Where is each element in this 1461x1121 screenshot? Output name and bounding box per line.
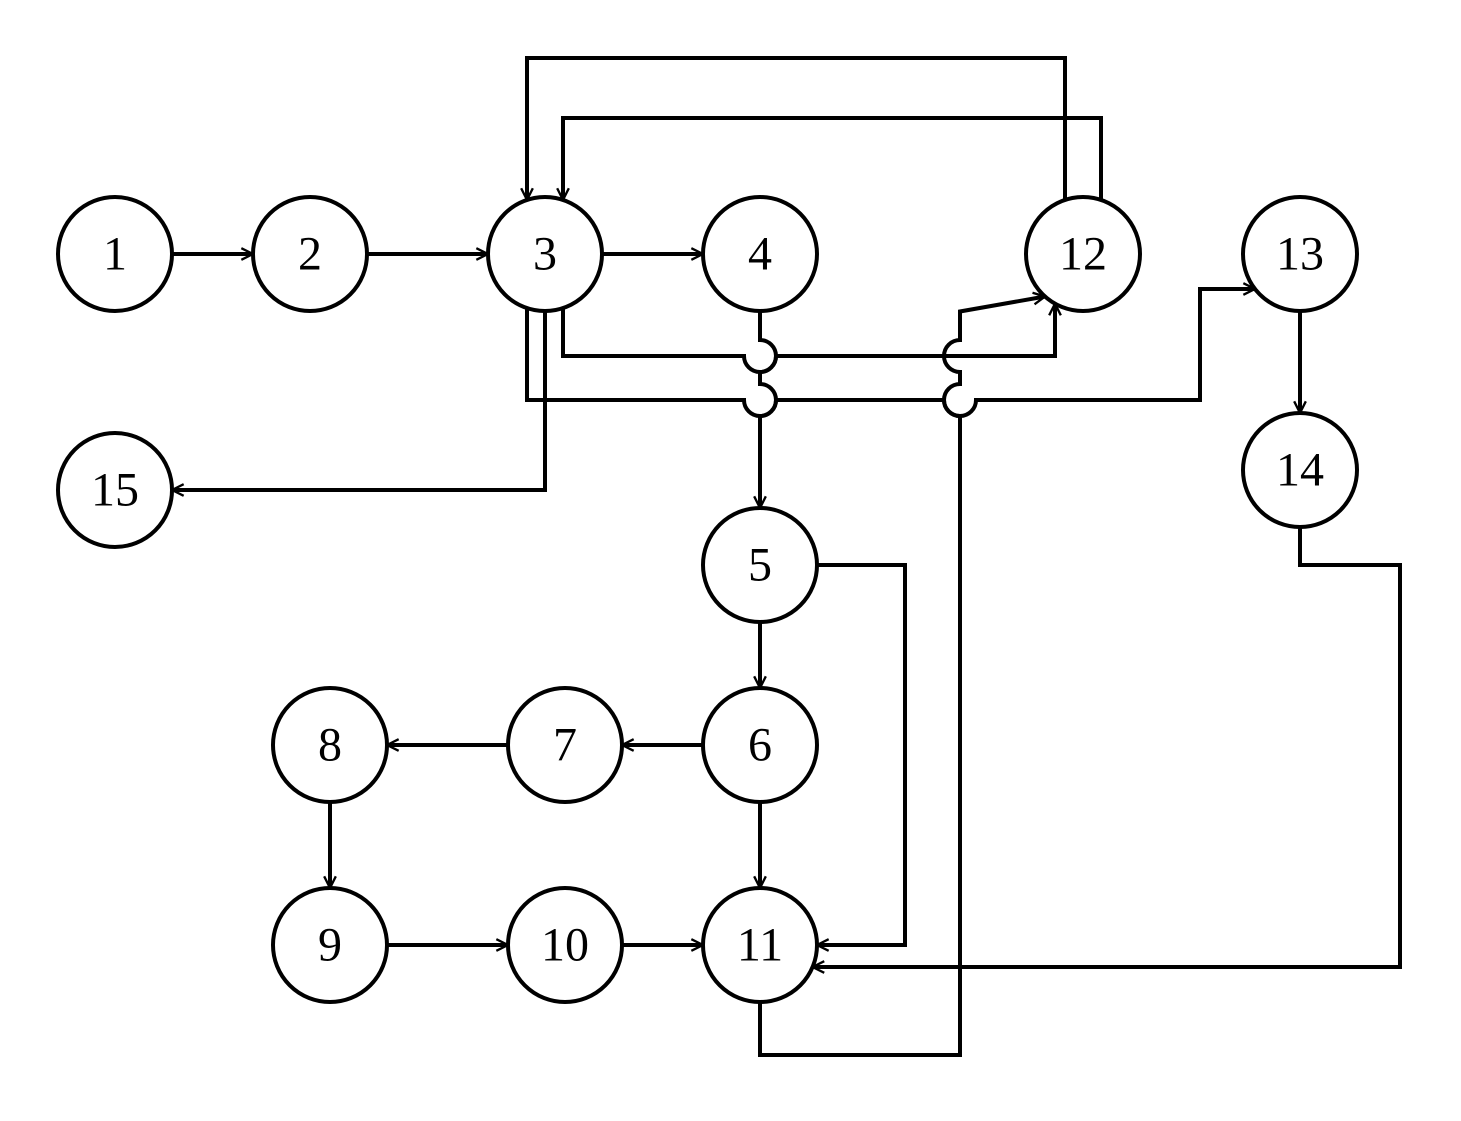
node-label-9: 9 [318, 919, 342, 972]
node-5: 5 [703, 508, 817, 622]
node-label-8: 8 [318, 719, 342, 772]
node-label-13: 13 [1276, 228, 1324, 281]
node-label-15: 15 [91, 464, 139, 517]
node-label-14: 14 [1276, 444, 1324, 497]
node-label-12: 12 [1059, 228, 1107, 281]
edge-n12-n3 [563, 118, 1101, 200]
flowchart-canvas: 123412131551467891011 [0, 0, 1461, 1121]
node-2: 2 [253, 197, 367, 311]
node-label-2: 2 [298, 228, 322, 281]
edge-n3-n15 [172, 311, 545, 490]
node-8: 8 [273, 688, 387, 802]
node-4: 4 [703, 197, 817, 311]
edge-n3-n13 [527, 289, 1255, 416]
node-label-4: 4 [748, 228, 772, 281]
node-3: 3 [488, 197, 602, 311]
node-label-5: 5 [748, 539, 772, 592]
node-label-6: 6 [748, 719, 772, 772]
node-label-7: 7 [553, 719, 577, 772]
node-9: 9 [273, 888, 387, 1002]
node-10: 10 [508, 888, 622, 1002]
edge-n4-n5 [760, 311, 776, 508]
node-12: 12 [1026, 197, 1140, 311]
nodes-group: 123412131551467891011 [58, 197, 1357, 1002]
edge-n12-n3 [527, 58, 1065, 200]
node-label-1: 1 [103, 228, 127, 281]
node-label-10: 10 [541, 919, 589, 972]
edge-n3-n12 [563, 304, 1055, 372]
node-13: 13 [1243, 197, 1357, 311]
edge-n5-n11 [817, 565, 905, 945]
node-14: 14 [1243, 413, 1357, 527]
node-7: 7 [508, 688, 622, 802]
node-11: 11 [703, 888, 817, 1002]
node-label-11: 11 [737, 919, 783, 972]
node-1: 1 [58, 197, 172, 311]
edge-n14-n11 [813, 527, 1400, 967]
node-15: 15 [58, 433, 172, 547]
node-label-3: 3 [533, 228, 557, 281]
node-6: 6 [703, 688, 817, 802]
